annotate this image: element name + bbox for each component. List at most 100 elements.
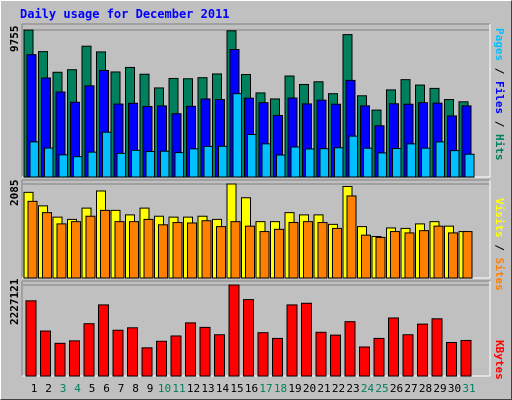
sites-bar: [346, 195, 357, 279]
x-tick-label: 1: [31, 382, 38, 395]
pages-bar: [87, 151, 98, 178]
hits-y-tick: 9755: [8, 26, 21, 53]
pages-bar: [363, 147, 373, 178]
sites-bar: [419, 230, 429, 279]
pages-bar: [58, 154, 69, 178]
sites-bar: [56, 223, 67, 279]
kbytes-bar: [431, 318, 443, 377]
x-tick-label: 31: [462, 382, 475, 395]
sites-bar: [230, 221, 241, 279]
kbytes-bar: [98, 304, 109, 377]
pages-bar: [319, 148, 330, 178]
visits-axis-label-part: /: [493, 238, 506, 258]
visits-axis-label-part: Visits: [493, 198, 506, 238]
x-tick-label: 2: [45, 382, 52, 395]
pages-bar: [450, 150, 460, 178]
x-tick-label: 18: [274, 382, 287, 395]
pages-bar: [102, 131, 112, 178]
x-tick-label: 30: [448, 382, 461, 395]
pages-bar: [44, 147, 54, 178]
x-tick-label: 3: [60, 382, 67, 395]
sites-bar: [27, 200, 38, 279]
sites-bar: [332, 227, 342, 279]
pages-bar: [377, 152, 388, 178]
kbytes-bar: [127, 327, 138, 377]
sites-bar: [361, 234, 371, 279]
x-tick-label: 10: [158, 382, 171, 395]
pages-bar: [247, 134, 257, 178]
kbytes-bar: [272, 337, 283, 377]
kbytes-bar: [257, 332, 269, 377]
pages-bar: [464, 153, 475, 178]
kbytes-bar: [315, 331, 327, 377]
sites-bar: [390, 231, 400, 279]
kbytes-bar: [286, 304, 298, 377]
sites-bar: [462, 231, 473, 279]
sites-bar: [71, 221, 81, 279]
pages-bar: [421, 147, 431, 178]
x-tick-label: 25: [375, 382, 388, 395]
pages-bar: [232, 93, 243, 178]
pages-bar: [131, 149, 141, 178]
x-tick-label: 23: [346, 382, 359, 395]
pages-bar: [435, 141, 446, 178]
pages-bar: [392, 148, 402, 178]
sites-bar: [143, 218, 154, 279]
kbytes-axis-label: KBytes: [493, 340, 506, 380]
kbytes-bar: [112, 329, 124, 377]
x-tick-label: 24: [361, 382, 375, 395]
x-tick-label: 8: [132, 382, 139, 395]
x-tick-label: 11: [172, 382, 185, 395]
kbytes-bar: [417, 323, 428, 377]
x-tick-label: 13: [201, 382, 214, 395]
kbytes-bar: [359, 346, 370, 377]
kbytes-bar: [446, 341, 457, 377]
sites-bar: [129, 221, 139, 279]
x-tick-label: 4: [74, 382, 81, 395]
hits-axis-label-part: Files: [493, 81, 506, 114]
kbytes-bar: [330, 334, 341, 377]
sites-bar: [201, 220, 212, 279]
visits-axis-label: Visits / Sites: [493, 198, 506, 291]
x-tick-label: 20: [303, 382, 316, 395]
sites-bar: [85, 215, 96, 279]
x-tick-label: 19: [288, 382, 301, 395]
visits-y-tick: 2085: [8, 180, 21, 207]
kbytes-bar: [40, 330, 51, 377]
pages-bar: [276, 154, 286, 178]
visits-axis-label-part: Sites: [493, 258, 506, 291]
x-tick-label: 29: [433, 382, 446, 395]
hits-axis-label-part: Hits: [493, 134, 506, 161]
kbytes-bar: [69, 340, 80, 377]
x-tick-label: 15: [230, 382, 243, 395]
sites-bar: [245, 225, 255, 279]
sites-bar: [288, 222, 299, 279]
kbytes-bar: [141, 347, 153, 377]
kbytes-bar: [402, 334, 414, 377]
x-tick-label: 22: [332, 382, 345, 395]
x-tick-label: 14: [216, 382, 230, 395]
kbytes-bar: [388, 317, 399, 377]
kbytes-bar: [25, 300, 37, 377]
sites-bar: [216, 226, 226, 279]
sites-bar: [100, 209, 110, 279]
x-tick-label: 27: [404, 382, 417, 395]
hits-axis-label-part: /: [493, 61, 506, 81]
sites-bar: [158, 224, 168, 279]
kbytes-bar: [460, 339, 472, 377]
kbytes-bar: [199, 326, 211, 377]
kbytes-bar: [156, 340, 167, 377]
pages-bar: [145, 151, 156, 178]
x-tick-label: 17: [259, 382, 272, 395]
pages-bar: [174, 152, 185, 178]
kbytes-bar: [185, 322, 196, 377]
kbytes-y-tick: 2227121: [8, 278, 21, 325]
pages-bar: [406, 143, 417, 178]
sites-bar: [187, 222, 197, 279]
sites-bar: [172, 222, 183, 279]
x-tick-label: 12: [187, 382, 200, 395]
sites-bar: [448, 232, 458, 279]
kbytes-bar: [228, 284, 240, 377]
sites-bar: [114, 221, 125, 279]
sites-bar: [404, 232, 415, 279]
